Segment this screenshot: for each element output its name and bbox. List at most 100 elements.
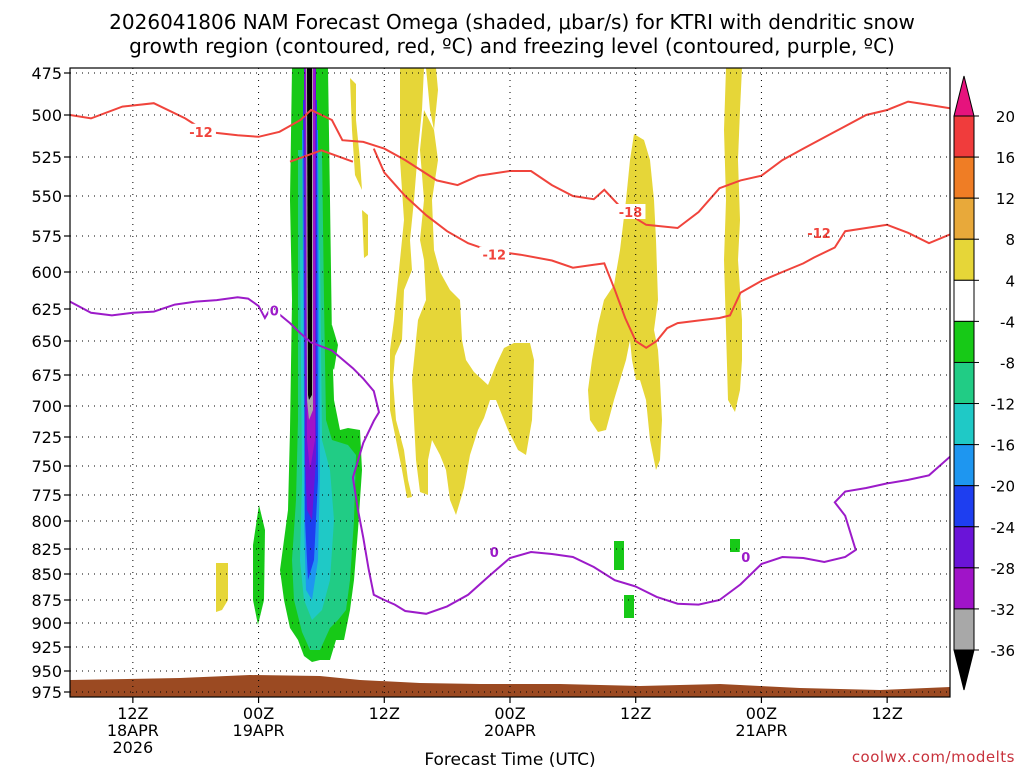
- y-tick-label: 725: [31, 428, 62, 447]
- contour-label-bg: [739, 549, 752, 564]
- colorbar-label: 16: [996, 149, 1015, 167]
- y-tick-label: 475: [31, 64, 62, 83]
- y-tick-label: 550: [31, 187, 62, 206]
- y-tick-label: 825: [31, 540, 62, 559]
- contour-label-bg: [479, 246, 510, 262]
- x-tick-label: 2026: [112, 738, 153, 757]
- colorbar-label: -12: [991, 396, 1016, 414]
- colorbar-label: -24: [991, 519, 1016, 537]
- y-tick-label: 875: [31, 591, 62, 610]
- omega-patch: [614, 541, 624, 570]
- omega-patch: [412, 110, 534, 515]
- colorbar-bin: [953, 320, 975, 363]
- colorbar-bin: [953, 403, 975, 446]
- omega-patch: [624, 595, 634, 618]
- colorbar-label: 8: [1005, 231, 1015, 249]
- colorbar-bin: [953, 238, 975, 281]
- x-tick-label: 12Z: [620, 704, 651, 723]
- contour-labels: -12 -18 -12 -12 0 0 0: [185, 123, 835, 566]
- omega-patch: [350, 78, 362, 190]
- x-tick-label: 12Z: [871, 704, 902, 723]
- y-tick-label: 525: [31, 148, 62, 167]
- x-tick-label: 00Z: [494, 704, 525, 723]
- contour-label-bg: [268, 302, 281, 318]
- colorbar: 20 16 12 8 4 -4 -8 -12 -16 -20 -24 -28 -32 -36: [953, 75, 1016, 691]
- contour-label-bg: [615, 204, 646, 219]
- colorbar-label: 20: [996, 108, 1015, 126]
- colorbar-bin: [953, 279, 975, 322]
- omega-patch: [724, 68, 742, 412]
- chart-title-line2: growth region (contoured, red, ºC) and f…: [129, 34, 895, 58]
- x-tick-label: 00Z: [243, 704, 274, 723]
- x-tick-label: 20APR: [484, 721, 536, 740]
- dgz-contour-line: [372, 148, 950, 349]
- y-tick-label: 700: [31, 397, 62, 416]
- colorbar-bin: [953, 485, 975, 528]
- colorbar-bin: [953, 115, 975, 158]
- plot-area: -12 -18 -12 -12 0 0 0: [69, 67, 951, 698]
- colorbar-bin: [953, 567, 975, 610]
- omega-patch: [362, 210, 368, 258]
- dgz-contour-label: -12: [189, 126, 213, 141]
- y-tick-label: 800: [31, 512, 62, 531]
- y-axis: 475 500 525 550 575 600 625 650 675 700 725 750 775 8…: [31, 64, 70, 702]
- colorbar-label: -20: [991, 478, 1016, 496]
- colorbar-bin: [953, 197, 975, 240]
- y-tick-label: 950: [31, 662, 62, 681]
- colorbar-label: 12: [996, 190, 1015, 208]
- y-tick-label: 500: [31, 106, 62, 125]
- freezing-level-contours: [70, 296, 950, 615]
- colorbar-overflow-bottom: [953, 649, 975, 691]
- y-tick-label: 975: [31, 683, 62, 702]
- omega-patch: [426, 68, 438, 130]
- y-tick-label: 650: [31, 332, 62, 351]
- contour-label-bg: [488, 544, 501, 559]
- colorbar-label: -8: [1000, 354, 1015, 372]
- y-tick-label: 925: [31, 638, 62, 657]
- y-tick-label: 675: [31, 366, 62, 385]
- omega-patch: [253, 505, 265, 625]
- x-tick-label: 21APR: [735, 721, 787, 740]
- omega-patch: [326, 325, 338, 370]
- freezing-contour-label: 0: [741, 551, 750, 566]
- x-tick-label: 12Z: [117, 704, 148, 723]
- dgz-contours: [70, 100, 950, 349]
- omega-patch: [390, 68, 424, 498]
- dgz-contour-line: [70, 100, 950, 230]
- y-tick-label: 900: [31, 614, 62, 633]
- colorbar-bin: [953, 361, 975, 405]
- x-tick-label: 18APR: [107, 721, 159, 740]
- dgz-contour-label: -18: [619, 206, 643, 221]
- dgz-contour-line: [289, 149, 354, 163]
- colorbar-label: -36: [991, 642, 1016, 660]
- freezing-contour-label: 0: [270, 304, 279, 319]
- colorbar-label: -4: [1000, 313, 1015, 331]
- colorbar-bin: [953, 608, 975, 651]
- dgz-contour-label: -12: [483, 249, 507, 264]
- colorbar-label: -28: [991, 560, 1016, 578]
- colorbar-bin: [953, 156, 975, 199]
- x-tick-label: 00Z: [746, 704, 777, 723]
- x-tick-label: 19APR: [233, 721, 285, 740]
- y-tick-label: 600: [31, 263, 62, 282]
- freezing-contour-label: 0: [490, 546, 499, 561]
- credit-text: coolwx.com/modelts: [852, 748, 1015, 766]
- omega-patch: [730, 539, 740, 552]
- y-tick-label: 775: [31, 486, 62, 505]
- colorbar-bin: [953, 444, 975, 487]
- y-tick-label: 625: [31, 300, 62, 319]
- contour-label-bg: [185, 123, 216, 139]
- x-axis-label: Forecast Time (UTC): [424, 750, 595, 768]
- colorbar-label: -16: [991, 437, 1016, 455]
- chart-title-line1: 2026041806 NAM Forecast Omega (shaded, μ…: [109, 10, 915, 34]
- x-tick-label: 12Z: [369, 704, 400, 723]
- y-tick-label: 575: [31, 227, 62, 246]
- colorbar-label: -32: [991, 601, 1016, 619]
- omega-negative-shading: [253, 68, 740, 662]
- omega-patch: [307, 68, 312, 400]
- colorbar-overflow-top: [953, 75, 975, 117]
- freezing-contour-line: [70, 296, 950, 615]
- y-tick-label: 750: [31, 457, 62, 476]
